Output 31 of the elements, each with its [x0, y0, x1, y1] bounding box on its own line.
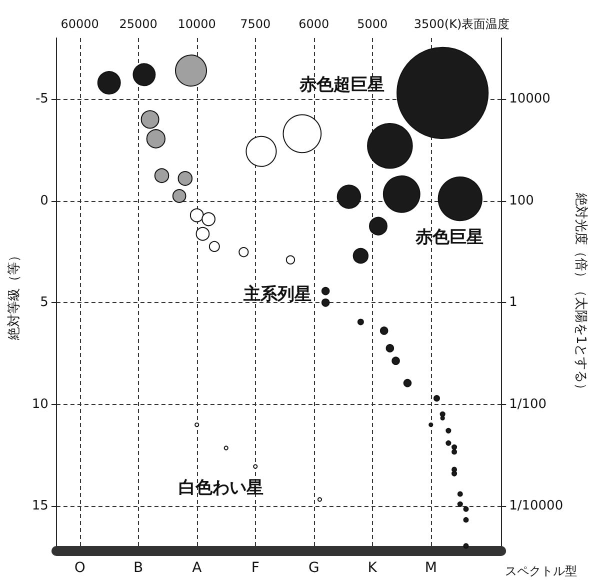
- y2-tick-label: 10000: [509, 92, 550, 107]
- y-tick-label: -5: [35, 92, 48, 107]
- y-tick-label: 5: [40, 295, 48, 310]
- y2-tick-label: 1/10000: [509, 498, 564, 514]
- text: 5000: [357, 17, 388, 31]
- x-tick-label: B: [134, 560, 144, 576]
- y-tick-label: 15: [32, 498, 48, 514]
- text: 3500(K)表面温度: [414, 17, 510, 31]
- y2-tick-label: 1: [509, 295, 518, 310]
- annotation: 赤色巨星: [414, 228, 484, 248]
- y-axis-title: 絶対等級（等）: [6, 249, 22, 341]
- y2-tick-label: 1/100: [509, 396, 547, 412]
- annotation: 主系列星: [242, 284, 312, 304]
- x-tick-label: G: [308, 560, 320, 576]
- x-tick-label: F: [251, 560, 260, 576]
- text: 25000: [119, 17, 158, 31]
- annotation: 白色わい星: [178, 478, 264, 498]
- x-tick-label: M: [424, 560, 437, 576]
- text: 60000: [60, 17, 99, 31]
- y2-tick-label: 100: [509, 193, 534, 208]
- x-tick-label: O: [74, 560, 86, 576]
- x-axis-title: スペクトル型: [505, 564, 578, 578]
- y-tick-label: 10: [32, 396, 48, 412]
- text: 10000: [178, 17, 216, 31]
- x-tick-label: K: [368, 560, 378, 576]
- text: 6000: [298, 17, 330, 31]
- annotation: 赤色超巨星: [298, 75, 384, 96]
- y-tick-label: 0: [40, 193, 48, 208]
- y2-axis-title: 絶対光度（倍）（太陽を1とする）: [573, 192, 589, 396]
- text: 7500: [240, 17, 271, 31]
- x-tick-label: A: [192, 560, 202, 576]
